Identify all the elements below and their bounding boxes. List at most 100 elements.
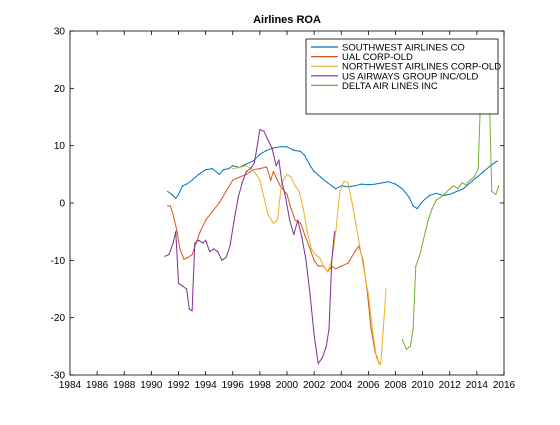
x-tick-label: 1994 <box>195 380 218 391</box>
data-point <box>361 183 363 185</box>
data-point <box>419 254 421 256</box>
data-point <box>405 348 407 350</box>
data-point <box>351 202 353 204</box>
data-point <box>297 219 299 221</box>
data-point <box>279 146 281 148</box>
data-point <box>469 179 471 181</box>
data-point <box>309 165 311 167</box>
data-point <box>175 231 177 233</box>
y-tick-label: -10 <box>51 256 66 267</box>
data-point <box>457 188 459 190</box>
data-point <box>321 357 323 359</box>
data-point <box>293 149 295 151</box>
data-point <box>304 154 306 156</box>
legend-label: SOUTHWEST AIRLINES CO <box>342 43 465 54</box>
series-line-1 <box>167 166 380 364</box>
data-point <box>252 169 254 171</box>
data-point <box>317 362 319 365</box>
data-point <box>435 199 437 201</box>
data-point <box>225 190 227 193</box>
data-point <box>370 328 372 330</box>
axes-layer: 1984 1986 1988 1990 1992 1994 1996 1998 2000 2002… <box>51 27 516 392</box>
data-point <box>382 328 384 330</box>
data-point <box>194 242 196 244</box>
data-point <box>237 196 239 198</box>
data-point <box>409 345 411 347</box>
x-tick-label: 1998 <box>249 380 272 391</box>
data-point <box>228 168 230 170</box>
data-point <box>232 165 234 167</box>
data-point <box>339 190 341 193</box>
data-point <box>380 364 382 366</box>
x-tick-label: 2006 <box>357 380 380 391</box>
data-point <box>179 248 181 250</box>
data-point <box>422 200 424 202</box>
data-point <box>439 196 441 198</box>
data-point <box>272 147 274 149</box>
data-point <box>245 173 247 175</box>
data-point <box>294 219 296 221</box>
data-point <box>186 288 188 290</box>
data-point <box>245 170 247 173</box>
y-tick-label: 30 <box>54 27 66 38</box>
data-point <box>408 196 410 198</box>
data-point <box>202 242 204 244</box>
data-point <box>477 168 479 170</box>
data-point <box>375 357 378 359</box>
data-point <box>314 254 317 256</box>
data-point <box>335 268 337 270</box>
data-point <box>267 139 269 141</box>
data-point <box>320 176 322 178</box>
data-point <box>335 231 337 233</box>
data-point <box>415 265 417 267</box>
data-point <box>293 233 295 236</box>
data-point <box>304 233 306 236</box>
data-point <box>187 256 189 259</box>
data-point <box>302 208 304 210</box>
data-point <box>449 193 451 195</box>
data-point <box>263 196 265 198</box>
data-point <box>177 282 180 284</box>
data-point <box>331 185 333 187</box>
x-tick-label: 2014 <box>466 380 489 391</box>
data-point <box>176 231 178 233</box>
data-point <box>232 168 234 170</box>
data-point <box>449 188 451 190</box>
data-point <box>271 147 273 150</box>
data-point <box>323 265 325 267</box>
series-points-3 <box>164 129 336 365</box>
data-point <box>218 202 220 204</box>
data-point <box>427 219 429 221</box>
data-point <box>209 251 211 253</box>
data-point <box>245 165 247 167</box>
data-point <box>416 208 418 210</box>
data-point <box>294 185 296 187</box>
data-point <box>496 160 498 162</box>
data-point <box>363 271 365 273</box>
y-tick-label: 10 <box>54 141 66 152</box>
data-point <box>229 245 231 247</box>
data-point <box>252 160 254 162</box>
data-point <box>455 190 458 193</box>
data-point <box>198 173 200 175</box>
data-point <box>222 169 224 171</box>
chart-title: Airlines ROA <box>253 14 321 26</box>
data-point <box>290 176 292 178</box>
data-point <box>290 208 292 210</box>
data-point <box>300 150 302 152</box>
data-point <box>313 170 315 173</box>
data-point <box>245 163 247 165</box>
data-point <box>401 188 403 190</box>
series-line-0 <box>167 146 498 210</box>
data-point <box>340 265 342 267</box>
x-tick-label: 2000 <box>276 380 299 391</box>
data-point <box>218 173 220 175</box>
series-line-2 <box>232 165 387 366</box>
x-tick-label: 1996 <box>222 380 245 391</box>
data-point <box>241 182 243 184</box>
data-point <box>388 181 390 183</box>
data-point <box>211 168 213 170</box>
data-point <box>319 256 321 259</box>
data-point <box>211 211 213 213</box>
